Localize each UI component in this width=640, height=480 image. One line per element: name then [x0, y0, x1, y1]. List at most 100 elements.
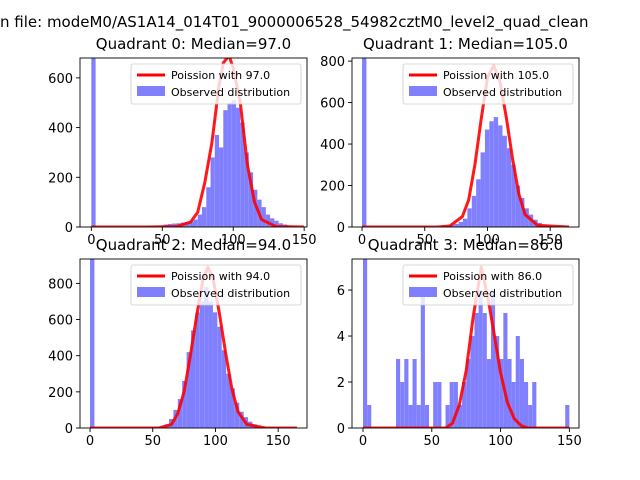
histogram-bar	[420, 290, 425, 428]
chart-data-area	[91, 58, 305, 227]
x-tick-label: 100	[221, 233, 246, 248]
y-tick-label: 4	[337, 330, 345, 345]
histogram-bar	[221, 350, 227, 428]
histogram-bar	[449, 382, 454, 428]
legend-curve-label: Poission with 97.0	[171, 69, 270, 82]
histogram-bar	[437, 382, 442, 428]
axes-frame	[79, 57, 308, 228]
histogram-bar	[532, 382, 537, 428]
x-tick-label: 0	[359, 434, 367, 449]
axes-frame	[79, 258, 308, 429]
x-tick-label: 100	[475, 233, 500, 248]
y-tick-label: 0	[65, 221, 73, 236]
histogram-bar	[274, 220, 279, 227]
legend-hist-label: Observed distribution	[443, 287, 562, 300]
x-tick-label: 150	[538, 233, 563, 248]
histogram-bar	[217, 326, 222, 428]
histogram-bar	[182, 381, 187, 428]
histogram-bar	[230, 388, 235, 428]
histogram-bar	[244, 152, 249, 227]
chart-title: Quadrant 0: Median=97.0	[96, 35, 291, 53]
histogram-bar	[239, 411, 244, 428]
histogram-bar	[507, 359, 512, 428]
histogram-bar	[202, 207, 207, 227]
histogram-bar	[248, 172, 254, 227]
histogram-bar	[523, 382, 529, 428]
histogram-bar	[445, 405, 450, 428]
y-tick-label: 600	[320, 97, 345, 112]
poisson-curve	[91, 58, 305, 227]
y-tick-label: 0	[337, 422, 345, 437]
histogram-bar	[482, 313, 487, 428]
histogram-bar	[502, 135, 507, 227]
y-tick-label: 2	[337, 376, 345, 391]
histogram-bar	[270, 218, 275, 227]
histogram-bar	[177, 399, 183, 428]
histogram-bar	[511, 382, 516, 428]
histogram-bar	[214, 135, 220, 227]
histogram-bar	[227, 102, 232, 227]
legend-hist-swatch	[409, 86, 437, 96]
histogram-bar	[466, 359, 471, 428]
histogram-bar	[412, 359, 417, 428]
histogram-bar	[520, 197, 525, 227]
histogram-bar	[490, 290, 496, 428]
histogram-bar	[416, 405, 421, 428]
histogram-bar	[208, 301, 213, 428]
chart-title: Quadrant 3: Median=86.0	[368, 236, 563, 254]
histogram-bar	[471, 195, 477, 227]
histogram-bar	[190, 330, 196, 428]
legend-curve-label: Poission with 105.0	[443, 69, 549, 82]
legend: Poission with 105.0 Observed distribution	[402, 63, 574, 105]
histogram-bar	[199, 301, 205, 428]
axes-frame	[351, 258, 580, 429]
histogram-bar	[458, 221, 463, 227]
legend-hist-label: Observed distribution	[171, 86, 290, 99]
legend: Poission with 86.0 Observed distribution	[402, 264, 574, 306]
y-tick-label: 800	[320, 55, 345, 70]
histogram-bar	[495, 336, 500, 428]
histogram-bar	[565, 405, 570, 428]
histogram-bar	[363, 259, 368, 428]
histogram-bar	[362, 58, 367, 227]
histogram-bar	[454, 223, 459, 227]
histogram-bar	[506, 148, 512, 227]
x-tick-label: 150	[266, 434, 291, 449]
y-tick-label: 800	[48, 277, 73, 292]
histogram-bar	[519, 359, 524, 428]
chart-title: Quadrant 1: Median=105.0	[363, 35, 568, 53]
histogram-bar	[90, 259, 95, 428]
legend: Poission with 97.0 Observed distribution	[130, 63, 302, 105]
histogram-bar	[234, 402, 240, 428]
chart-panel-1: 0 50 100 150 0 200 400 600 800 Quadrant 1: Median…	[320, 35, 580, 248]
histogram-bar	[204, 287, 209, 428]
x-tick-label: 0	[358, 233, 366, 248]
y-tick-label: 0	[65, 422, 73, 437]
histogram-bar	[453, 382, 458, 428]
histogram-bar	[467, 208, 472, 227]
histogram-bar	[433, 382, 438, 428]
x-tick-label: 50	[144, 434, 161, 449]
histogram-bar	[478, 290, 483, 428]
y-tick-label: 6	[337, 284, 345, 299]
histogram-bar	[489, 121, 494, 227]
legend-box	[130, 264, 302, 306]
chart-data-area	[363, 259, 570, 428]
x-tick-label: 50	[416, 233, 433, 248]
histogram-bar	[212, 312, 218, 428]
histogram-bar	[486, 359, 491, 428]
histogram-bar	[424, 405, 430, 428]
histogram-bar	[210, 157, 215, 227]
x-tick-label: 50	[154, 233, 171, 248]
legend-hist-label: Observed distribution	[443, 86, 562, 99]
histogram-bar	[193, 219, 198, 227]
y-tick-label: 400	[48, 350, 73, 365]
legend-box	[402, 63, 574, 105]
histogram-bar	[480, 152, 485, 227]
histogram-bar	[186, 352, 191, 428]
histogram-bar	[515, 336, 520, 428]
histogram-bar	[503, 313, 508, 428]
x-tick-label: 0	[87, 233, 95, 248]
x-tick-label: 0	[86, 434, 94, 449]
